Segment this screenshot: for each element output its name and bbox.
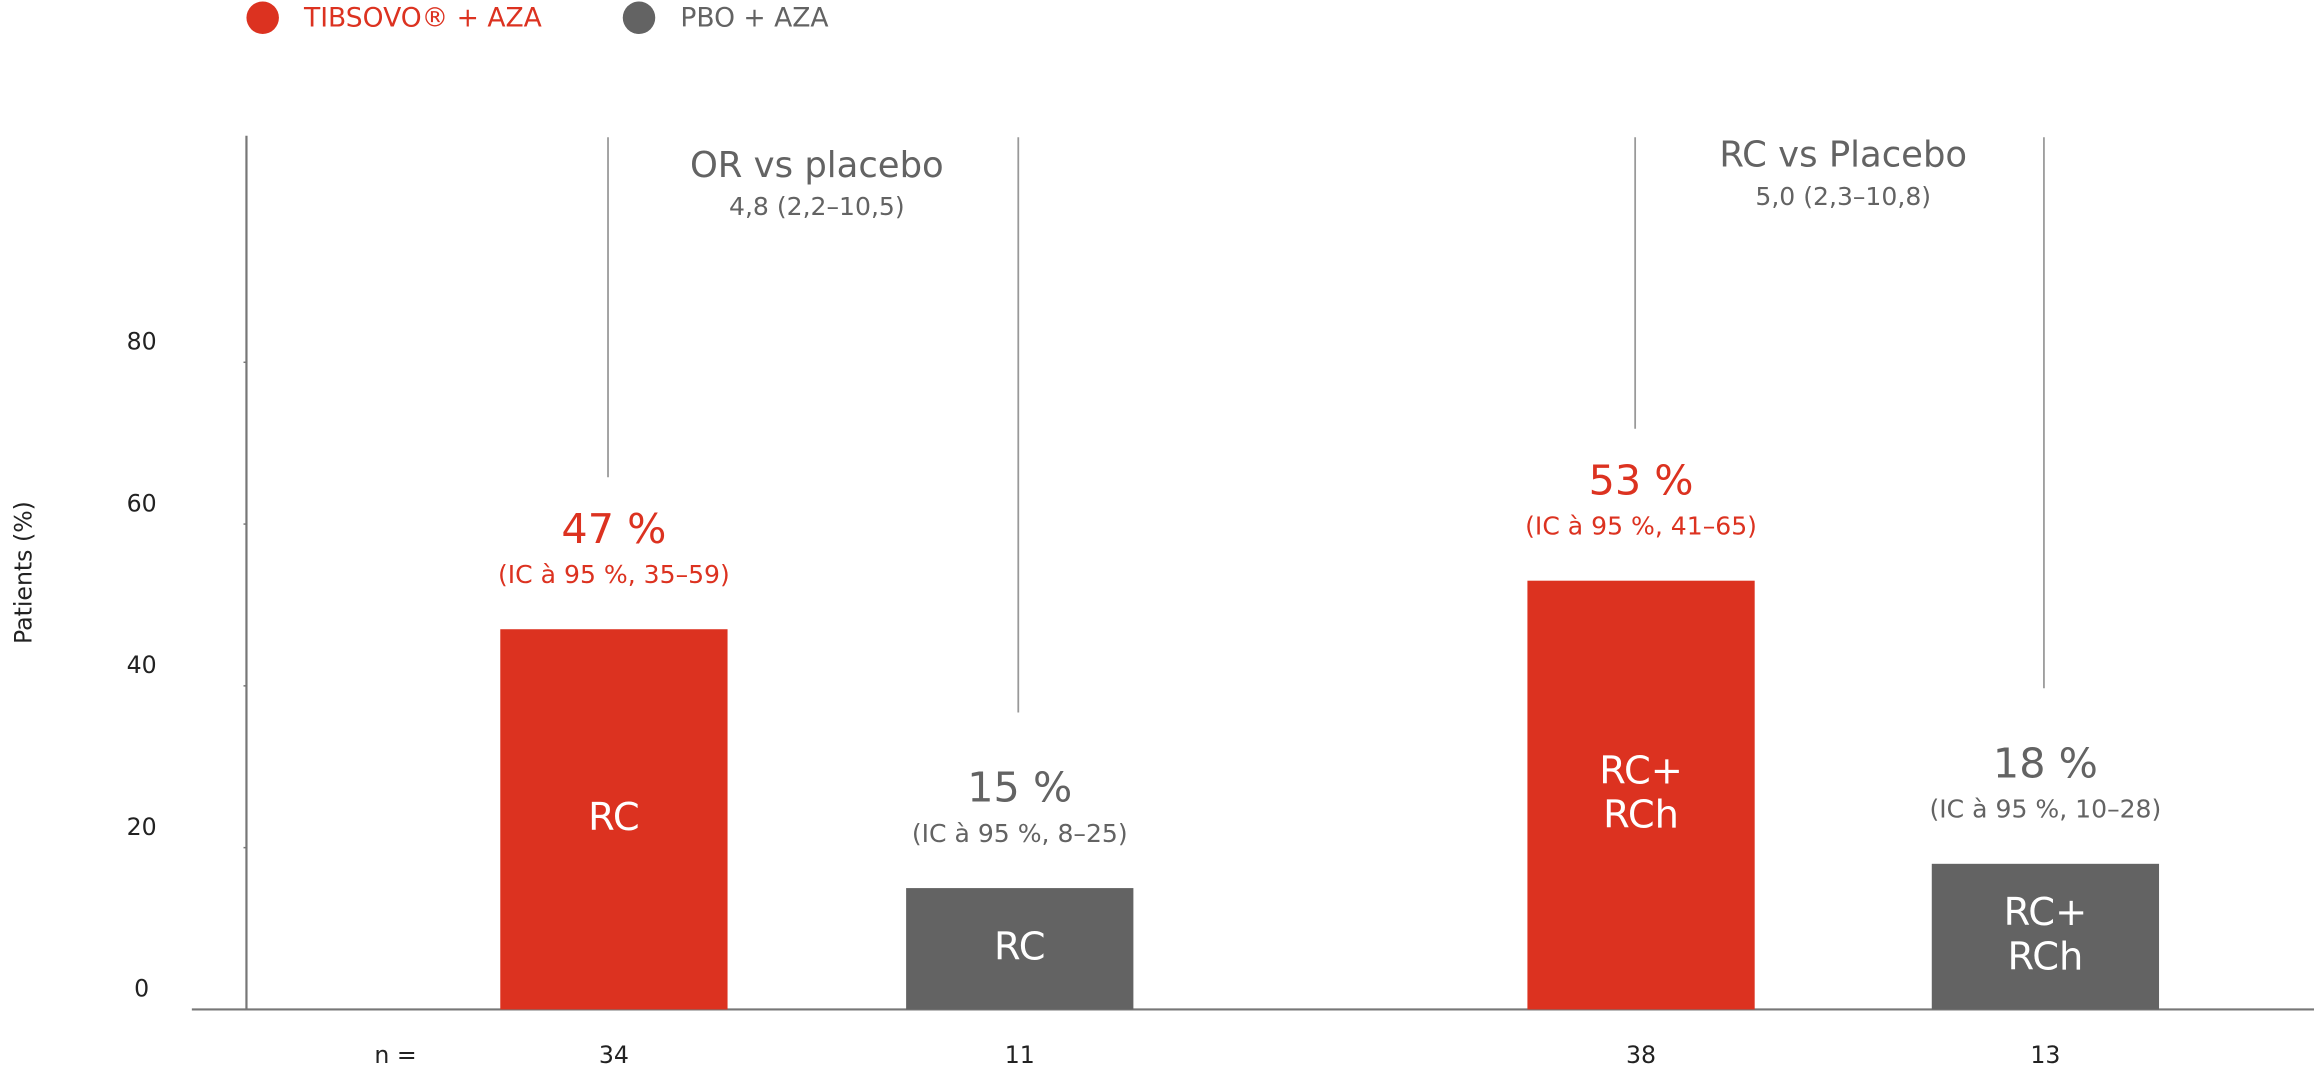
value-label: 47 % [561,505,666,553]
comparison-value: 4,8 (2,2–10,5) [729,192,905,221]
n-value: 11 [1005,1041,1035,1069]
n-value: 13 [2030,1041,2060,1069]
bar-label: RC [588,795,640,840]
y-tick-label: 0 [134,975,149,1003]
ci-label: (IC à 95 %, 8–25) [912,819,1128,848]
ci-label: (IC à 95 %, 41–65) [1525,512,1757,541]
value-label: 15 % [967,764,1072,812]
y-tick-label: 60 [127,489,157,517]
bar [1527,580,1755,1010]
bar-label: RC [994,924,1046,969]
legend-label: PBO + AZA [680,3,828,34]
bar [500,629,728,1010]
comparison-value: 5,0 (2,3–10,8) [1755,182,1931,211]
bar-label: RCh [2007,934,2083,979]
bar-label: RC+ [2004,890,2088,935]
n-label: n = [374,1041,416,1069]
legend-label: TIBSOVO® + AZA [303,3,542,34]
y-axis-label: Patients (%) [10,501,38,644]
bar [906,888,1134,1010]
legend-marker [622,1,656,34]
y-tick-label: 80 [127,328,157,356]
value-label: 53 % [1589,456,1694,504]
bar-label: RCh [1603,793,1679,838]
y-tick-label: 40 [127,651,157,679]
n-value: 38 [1626,1041,1656,1069]
ci-label: (IC à 95 %, 35–59) [498,560,730,589]
n-value: 34 [599,1041,629,1069]
value-label: 18 % [1993,739,2098,787]
y-tick-label: 20 [127,813,157,841]
ci-label: (IC à 95 %, 10–28) [1930,795,2162,824]
bar [1931,863,2160,1010]
comparison-title: OR vs placebo [690,145,944,186]
legend-marker [246,1,279,34]
bar-label: RC+ [1599,748,1683,793]
comparison-title: RC vs Placebo [1719,134,1967,175]
